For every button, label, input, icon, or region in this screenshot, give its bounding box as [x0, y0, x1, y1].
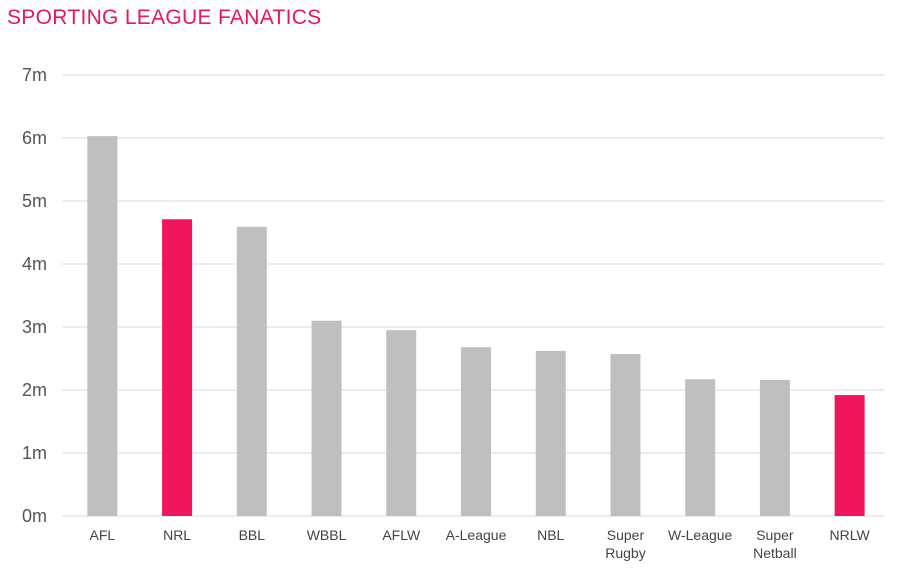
y-tick-label: 7m [22, 65, 47, 85]
y-tick-label: 4m [22, 254, 47, 274]
bar-wbbl [311, 320, 342, 516]
bar-a-league [461, 347, 491, 516]
x-tick-label: A-League [446, 527, 507, 543]
x-tick-label: Super Rugby [605, 527, 645, 561]
x-tick-label: NBL [537, 527, 564, 543]
x-tick-label: BBL [239, 527, 266, 543]
x-tick-label: Super Netball [753, 527, 797, 561]
y-tick-label: 6m [22, 128, 47, 148]
bar-w-league [685, 379, 716, 516]
bar-nrlw [834, 395, 865, 516]
y-tick-label: 3m [22, 317, 47, 337]
y-tick-label: 1m [22, 443, 47, 463]
bar-afl [87, 136, 118, 517]
y-tick-label: 2m [22, 380, 47, 400]
y-tick-label: 0m [22, 506, 47, 526]
chart-title: SPORTING LEAGUE FANATICS [7, 6, 322, 29]
bar-super-netball [759, 379, 790, 516]
bar-nbl [535, 350, 566, 516]
bar-super-rugby [610, 354, 641, 516]
x-tick-label: NRL [163, 527, 191, 543]
x-tick-label: AFLW [382, 527, 421, 543]
bar-aflw [386, 330, 417, 516]
x-tick-label: NRLW [830, 527, 871, 543]
x-tick-label: WBBL [307, 527, 347, 543]
bar-bbl [236, 226, 267, 516]
bar-nrl [162, 219, 193, 516]
x-tick-label: AFL [90, 527, 116, 543]
x-tick-label: W-League [668, 527, 733, 543]
y-tick-label: 5m [22, 191, 47, 211]
